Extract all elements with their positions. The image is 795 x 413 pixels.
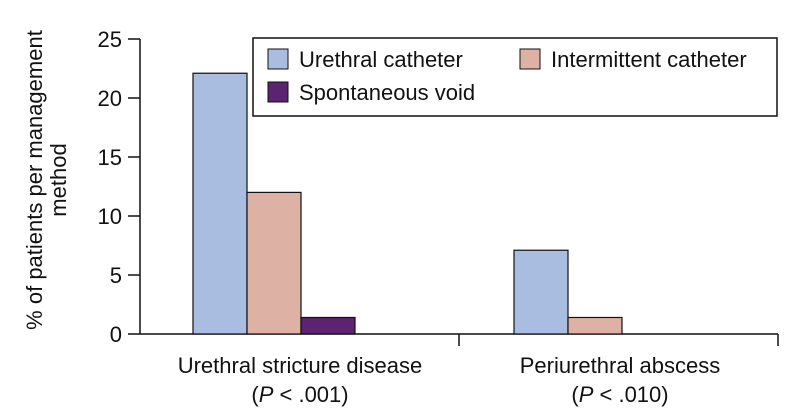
legend-swatch-spontaneous-void — [267, 81, 289, 103]
bar-spontaneous-void-1 — [300, 316, 356, 335]
category-label-1-pvalue: (P < .001) — [251, 382, 348, 407]
bar-intermittent-catheter-2 — [567, 316, 623, 335]
y-axis-title-line-1: % of patients per management — [22, 30, 47, 330]
y-axis-title: % of patients per management method — [22, 30, 71, 330]
legend-swatch-intermittent-catheter — [519, 48, 541, 70]
category-label-2-line-1: Periurethral abscess — [520, 353, 721, 378]
legend-swatch-urethral-catheter — [267, 48, 289, 70]
y-tick-label: 5 — [110, 263, 122, 288]
bar-intermittent-catheter-1 — [246, 191, 302, 335]
category-label-1-line-1: Urethral stricture disease — [178, 353, 423, 378]
legend-label-intermittent-catheter: Intermittent catheter — [551, 47, 747, 72]
y-tick-label: 10 — [98, 204, 122, 229]
bar-urethral-catheter-2 — [513, 249, 569, 335]
y-axis-ticks: 0 5 10 15 20 25 — [98, 27, 140, 347]
y-axis-title-line-2: method — [46, 143, 71, 216]
x-axis-category-labels: Urethral stricture disease (P < .001) Pe… — [178, 353, 721, 407]
legend: Urethral catheter Intermittent catheter … — [252, 37, 778, 117]
bar-urethral-catheter-1 — [192, 72, 248, 335]
legend-box — [252, 37, 778, 117]
y-tick-label: 20 — [98, 86, 122, 111]
legend-label-urethral-catheter: Urethral catheter — [299, 47, 463, 72]
category-label-2-pvalue: (P < .010) — [571, 382, 668, 407]
bars — [192, 72, 623, 335]
y-tick-label: 0 — [110, 322, 122, 347]
y-tick-label: 25 — [98, 27, 122, 52]
y-tick-label: 15 — [98, 145, 122, 170]
legend-label-spontaneous-void: Spontaneous void — [299, 80, 475, 105]
